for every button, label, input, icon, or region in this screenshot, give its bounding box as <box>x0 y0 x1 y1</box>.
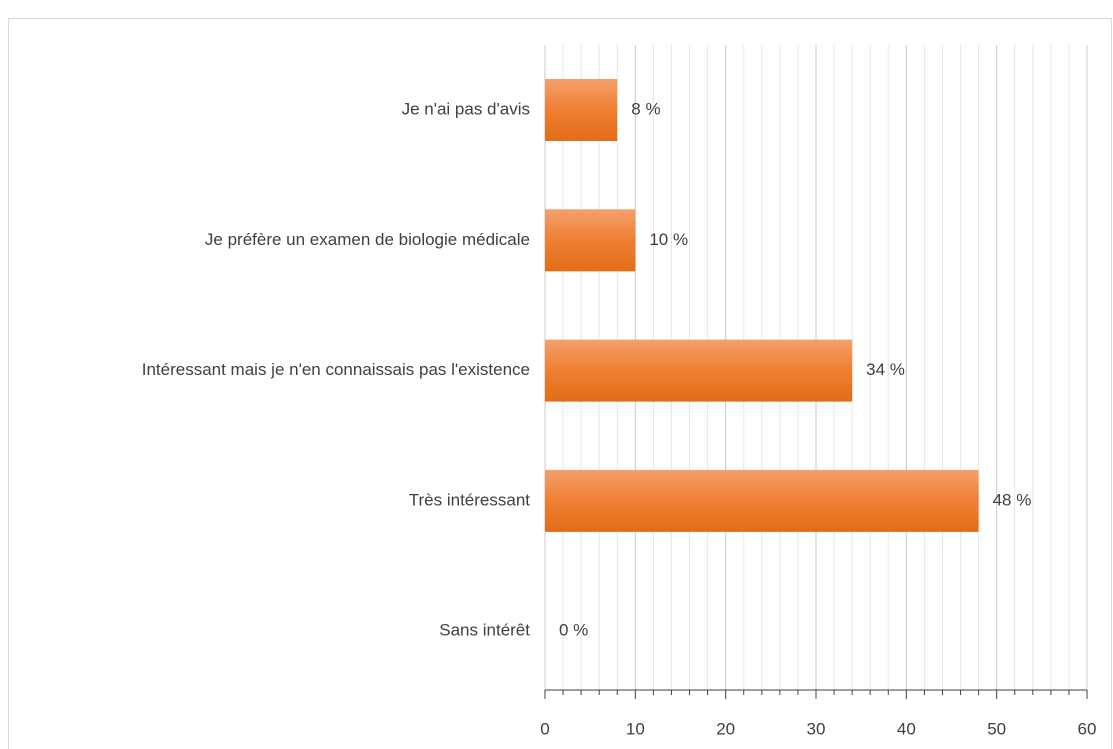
bar <box>545 339 853 402</box>
x-tick-label: 10 <box>626 719 645 738</box>
y-tick-label: Sans intérêt <box>439 621 530 640</box>
y-tick-label: Très intéressant <box>409 490 531 509</box>
y-tick-label: Intéressant mais je n'en connaissais pas… <box>142 360 530 379</box>
y-tick-label: Je préfère un examen de biologie médical… <box>205 230 530 249</box>
x-tick-label: 30 <box>807 719 826 738</box>
bar <box>545 209 636 272</box>
data-label: 10 % <box>649 230 688 249</box>
data-label: 48 % <box>993 490 1032 509</box>
data-label: 34 % <box>866 360 905 379</box>
x-tick-label: 60 <box>1078 719 1097 738</box>
x-tick-label: 50 <box>987 719 1006 738</box>
data-label: 0 % <box>559 621 588 640</box>
x-tick-label: 20 <box>716 719 735 738</box>
x-tick-label: 40 <box>897 719 916 738</box>
bar <box>545 469 979 532</box>
y-tick-label: Je n'ai pas d'avis <box>402 99 530 118</box>
data-label: 8 % <box>631 99 660 118</box>
x-tick-label: 0 <box>540 719 549 738</box>
bar <box>545 79 618 141</box>
